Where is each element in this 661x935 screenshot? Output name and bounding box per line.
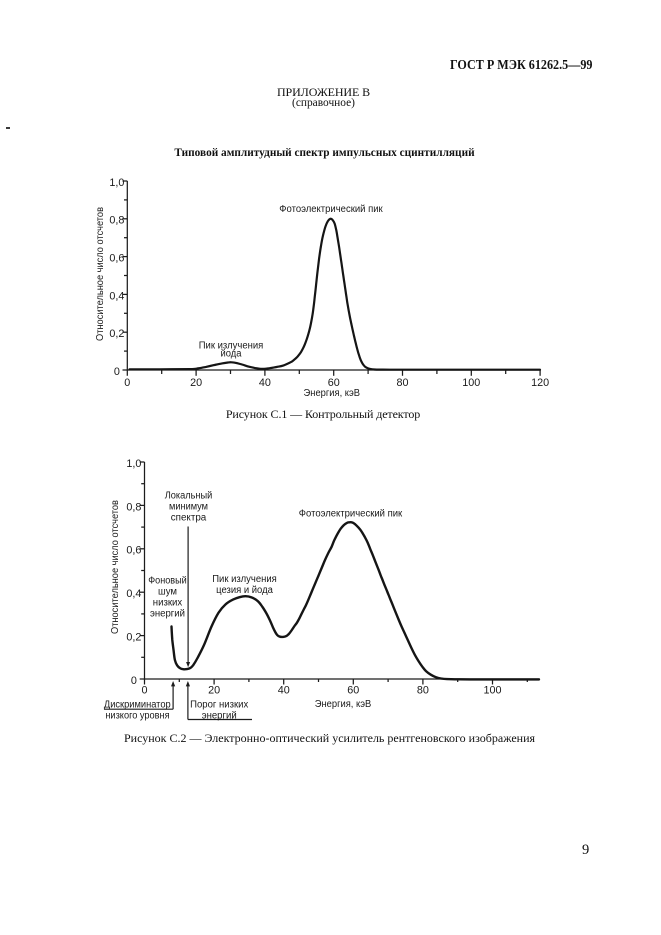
svg-text:Пик излучения: Пик излучения (199, 340, 264, 351)
svg-text:Относительное число отсчетов: Относительное число отсчетов (95, 207, 106, 341)
svg-text:80: 80 (396, 377, 408, 389)
svg-text:Фоновый: Фоновый (148, 576, 187, 587)
svg-text:20: 20 (208, 685, 220, 697)
svg-text:цезия и йода: цезия и йода (216, 585, 273, 596)
svg-text:1,0: 1,0 (109, 177, 124, 189)
svg-text:Фотоэлектрический пик: Фотоэлектрический пик (299, 509, 403, 520)
svg-text:низких: низких (153, 598, 183, 609)
svg-text:шум: шум (158, 587, 177, 598)
svg-text:120: 120 (531, 377, 549, 389)
svg-text:40: 40 (259, 377, 271, 389)
svg-text:Пик излучения: Пик излучения (212, 574, 277, 585)
svg-text:0: 0 (141, 685, 147, 697)
svg-text:Порог низких: Порог низких (190, 700, 248, 711)
svg-text:Дискриминатор: Дискриминатор (104, 700, 171, 711)
svg-text:60: 60 (347, 685, 359, 697)
svg-text:Относительное число отсчетов: Относительное число отсчетов (110, 500, 121, 634)
svg-text:спектра: спектра (171, 513, 207, 524)
svg-text:0,2: 0,2 (109, 328, 124, 340)
svg-text:0: 0 (124, 377, 130, 389)
svg-text:0,8: 0,8 (109, 215, 124, 227)
svg-text:минимум: минимум (169, 502, 208, 513)
svg-text:Локальный: Локальный (165, 491, 213, 502)
svg-text:низкого уровня: низкого уровня (105, 710, 169, 721)
svg-text:0,4: 0,4 (109, 290, 124, 302)
svg-text:0,8: 0,8 (126, 501, 141, 513)
svg-text:энергий: энергий (202, 710, 237, 721)
svg-text:60: 60 (328, 377, 340, 389)
svg-text:100: 100 (462, 377, 480, 389)
svg-text:энергий: энергий (150, 609, 185, 620)
svg-text:0: 0 (131, 675, 137, 687)
svg-text:йода: йода (221, 349, 242, 360)
svg-text:Энергия, кэВ: Энергия, кэВ (315, 699, 372, 710)
svg-text:20: 20 (190, 377, 202, 389)
svg-text:0,6: 0,6 (126, 545, 141, 557)
svg-text:0: 0 (114, 366, 120, 378)
svg-text:Энергия, кэВ: Энергия, кэВ (304, 388, 361, 399)
svg-text:0,2: 0,2 (126, 632, 141, 644)
svg-text:100: 100 (483, 685, 501, 697)
svg-text:Фотоэлектрический пик: Фотоэлектрический пик (279, 204, 383, 215)
svg-text:80: 80 (417, 685, 429, 697)
svg-text:0,6: 0,6 (109, 253, 124, 265)
svg-text:0,4: 0,4 (126, 588, 141, 600)
svg-text:1,0: 1,0 (126, 458, 141, 470)
svg-text:40: 40 (278, 685, 290, 697)
